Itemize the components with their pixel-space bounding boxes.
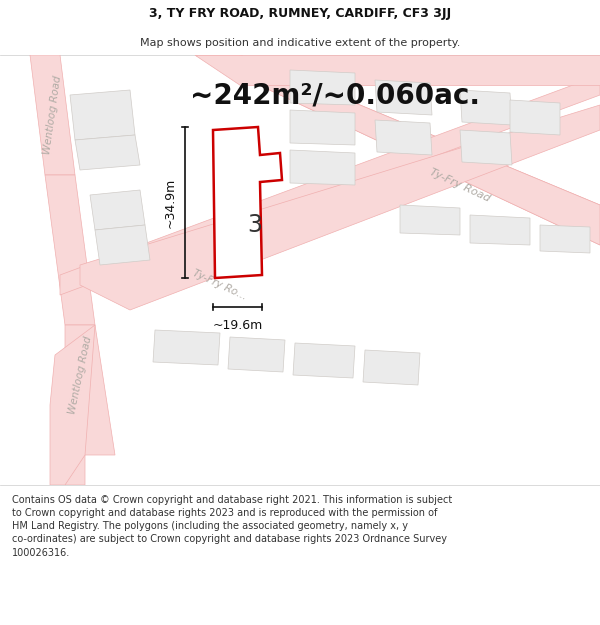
Text: Wentloog Road: Wentloog Road <box>67 335 93 415</box>
Polygon shape <box>290 150 355 185</box>
Polygon shape <box>50 325 95 485</box>
Polygon shape <box>195 55 600 245</box>
Text: Ty-Fry Ro…: Ty-Fry Ro… <box>191 268 248 302</box>
Polygon shape <box>80 105 600 310</box>
Polygon shape <box>470 215 530 245</box>
Text: ~34.9m: ~34.9m <box>164 177 177 227</box>
Polygon shape <box>95 225 150 265</box>
Polygon shape <box>90 190 145 230</box>
Polygon shape <box>213 127 282 278</box>
Text: 3: 3 <box>248 213 263 237</box>
Text: Ty-Fry Road: Ty-Fry Road <box>428 167 492 203</box>
Polygon shape <box>400 205 460 235</box>
Text: Wentloog Road: Wentloog Road <box>43 75 64 155</box>
Polygon shape <box>293 343 355 378</box>
Polygon shape <box>460 130 512 165</box>
Polygon shape <box>460 90 512 125</box>
Text: Map shows position and indicative extent of the property.: Map shows position and indicative extent… <box>140 38 460 48</box>
Polygon shape <box>60 75 600 295</box>
Polygon shape <box>510 100 560 135</box>
Text: Contains OS data © Crown copyright and database right 2021. This information is : Contains OS data © Crown copyright and d… <box>12 495 452 558</box>
Polygon shape <box>290 110 355 145</box>
Polygon shape <box>195 55 600 245</box>
Polygon shape <box>228 337 285 372</box>
Polygon shape <box>363 350 420 385</box>
Polygon shape <box>30 55 75 175</box>
Text: ~242m²/~0.060ac.: ~242m²/~0.060ac. <box>190 81 480 109</box>
Polygon shape <box>153 330 220 365</box>
Polygon shape <box>290 70 355 105</box>
Polygon shape <box>375 80 432 115</box>
Polygon shape <box>195 55 600 85</box>
Polygon shape <box>540 225 590 253</box>
Polygon shape <box>375 120 432 155</box>
Polygon shape <box>45 175 95 325</box>
Polygon shape <box>75 135 140 170</box>
Text: 3, TY FRY ROAD, RUMNEY, CARDIFF, CF3 3JJ: 3, TY FRY ROAD, RUMNEY, CARDIFF, CF3 3JJ <box>149 8 451 20</box>
Polygon shape <box>70 90 135 140</box>
Text: ~19.6m: ~19.6m <box>212 319 263 332</box>
Polygon shape <box>65 325 115 485</box>
